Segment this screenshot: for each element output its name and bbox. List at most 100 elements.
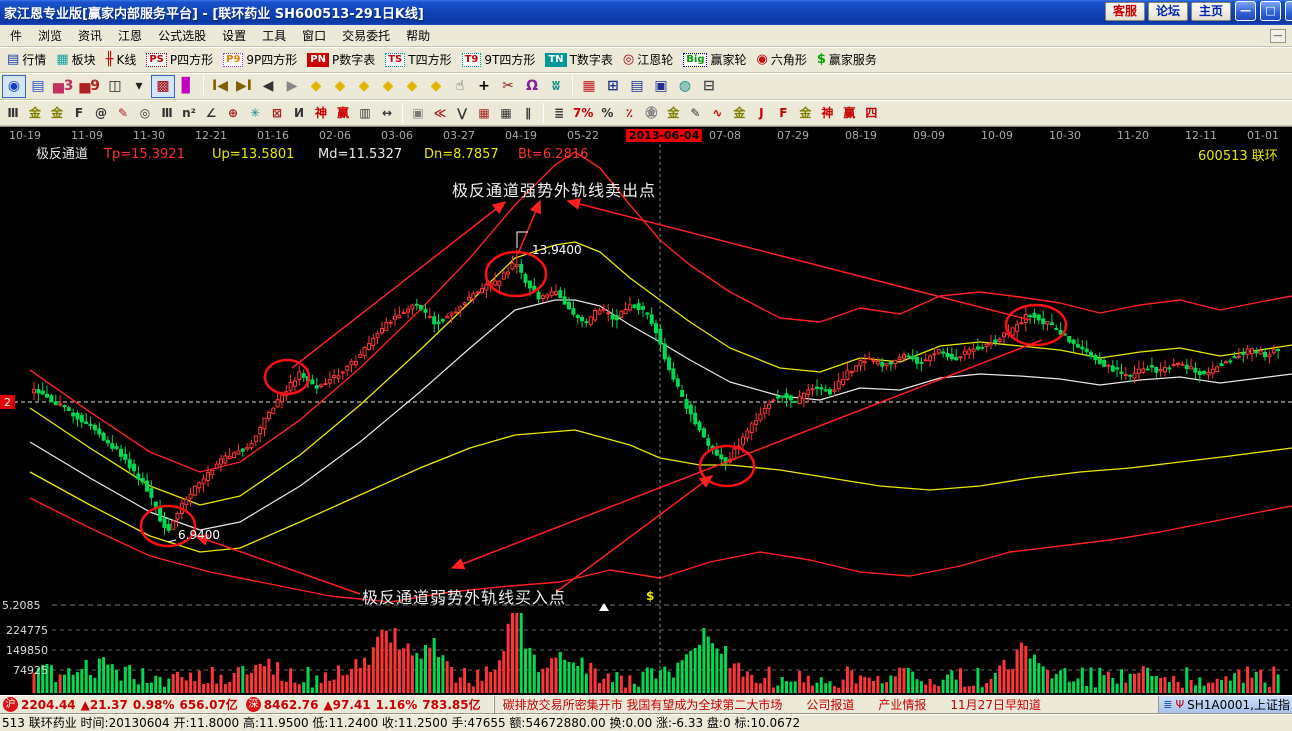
gann-wheel-button[interactable]: ◎ 江恩轮 xyxy=(618,49,678,71)
draw-tool-31-icon[interactable]: 金 xyxy=(667,106,680,120)
zoom-icon[interactable]: ◉ xyxy=(2,74,26,98)
9p-square-button[interactable]: P9 9P四方形 xyxy=(218,49,302,71)
draw-tool-20-icon[interactable]: ≪ xyxy=(433,105,447,120)
diamond-expand-icon[interactable]: ◆ xyxy=(430,78,442,94)
pattern-icon[interactable]: ▩ xyxy=(151,74,176,98)
draw-tool-28-icon[interactable]: % xyxy=(601,105,614,120)
save-icon[interactable]: ▣ xyxy=(654,78,668,94)
draw-tool-29-icon[interactable]: ٪ xyxy=(625,105,634,120)
9t-square-button[interactable]: T9 9T四方形 xyxy=(457,49,541,71)
draw-tool-32-icon[interactable]: ✎ xyxy=(690,105,701,120)
menu-item-1[interactable]: 浏览 xyxy=(38,29,63,43)
info-panel-icon[interactable]: ▤ xyxy=(31,78,45,94)
bars9-icon[interactable]: ▅9 xyxy=(79,78,101,94)
draw-tool-7-icon[interactable]: Ⅲ xyxy=(161,105,173,120)
draw-tool-9-icon[interactable]: ∠ xyxy=(205,105,217,120)
winner-service-button[interactable]: $ 赢家服务 xyxy=(812,49,882,71)
list-icon[interactable]: ≣ xyxy=(1163,698,1173,711)
winner-wheel-button[interactable]: Big 赢家轮 xyxy=(678,49,751,71)
draw-tool-1-icon[interactable]: 金 xyxy=(28,106,41,120)
menu-item-4[interactable]: 公式选股 xyxy=(158,29,207,43)
diamond-right-icon[interactable]: ◆ xyxy=(334,78,346,94)
draw-tool-38-icon[interactable]: 神 xyxy=(821,106,834,120)
diamond-left-icon[interactable]: ◆ xyxy=(310,78,322,94)
crosshair-icon[interactable]: + xyxy=(478,78,490,94)
last-page-icon[interactable]: ▶Ⅰ xyxy=(236,78,253,94)
forum-button[interactable]: 论坛 xyxy=(1147,1,1188,21)
draw-tool-2-icon[interactable]: 金 xyxy=(50,106,63,120)
menu-item-9[interactable]: 帮助 xyxy=(406,29,431,43)
draw-tool-37-icon[interactable]: 金 xyxy=(799,106,812,120)
draw-tool-17-icon[interactable]: ↔ xyxy=(381,105,393,120)
draw-tool-21-icon[interactable]: ⋁ xyxy=(456,105,468,120)
quotes-button[interactable]: ▤ 行情 xyxy=(2,49,51,71)
kline-button[interactable]: ╫ K线 xyxy=(101,49,142,71)
minimize-button[interactable]: — xyxy=(1235,1,1256,21)
draw-tool-16-icon[interactable]: ▥ xyxy=(359,105,371,120)
tool-teal-icon[interactable]: ʬ xyxy=(551,78,561,94)
menu-item-5[interactable]: 设置 xyxy=(222,29,247,43)
calendar-icon[interactable]: ▦ xyxy=(582,78,596,94)
p-digit-table-button[interactable]: PN P数字表 xyxy=(302,49,380,71)
draw-tool-22-icon[interactable]: ▦ xyxy=(478,105,490,120)
draw-tool-26-icon[interactable]: ≣ xyxy=(553,105,565,120)
tool-purple-icon[interactable]: Ω xyxy=(526,78,538,94)
draw-tool-11-icon[interactable]: ✳ xyxy=(249,105,261,120)
menu-item-3[interactable]: 江恩 xyxy=(118,29,143,43)
candle-style-icon[interactable]: ◫ xyxy=(108,78,122,94)
kline-chart[interactable]: 2 极反通道 Tp=15.3921 Up=13.5801 Md=11.5327 Dn=8.… xyxy=(0,144,1292,695)
restore-button[interactable]: □ xyxy=(1260,1,1281,21)
draw-tool-39-icon[interactable]: 赢 xyxy=(843,106,856,120)
draw-tool-0-icon[interactable]: Ⅲ xyxy=(7,105,19,120)
draw-tool-8-icon[interactable]: n² xyxy=(182,105,196,120)
draw-tool-33-icon[interactable]: ∿ xyxy=(712,105,723,120)
news-ticker[interactable]: 碳排放交易所密集开市 我国有望成为全球第二大市场 公司报道 产业情报 11月27… xyxy=(493,696,1041,713)
printer-icon[interactable]: ⊟ xyxy=(703,78,715,94)
menu-item-8[interactable]: 交易委托 xyxy=(342,29,391,43)
candle-dropdown-icon[interactable]: ▾ xyxy=(135,78,143,94)
draw-tool-19-icon[interactable]: ▣ xyxy=(412,105,424,120)
draw-tool-24-icon[interactable]: ∥ xyxy=(525,105,531,120)
color-bars-icon[interactable]: ▊ xyxy=(181,78,193,94)
p-square-button[interactable]: PS P四方形 xyxy=(141,49,218,71)
menu-item-0[interactable]: 件 xyxy=(10,29,23,43)
draw-tool-23-icon[interactable]: ▦ xyxy=(500,105,512,120)
cut-icon[interactable]: ✂ xyxy=(502,78,514,94)
homepage-button[interactable]: 主页 xyxy=(1190,1,1231,21)
draw-tool-6-icon[interactable]: ◎ xyxy=(139,105,151,120)
menu-item-2[interactable]: 资讯 xyxy=(78,29,103,43)
close-button[interactable] xyxy=(1285,1,1292,21)
hand-icon[interactable]: ☝ xyxy=(455,78,465,94)
draw-tool-4-icon[interactable]: @ xyxy=(95,105,107,120)
t-digit-table-button[interactable]: TN T数字表 xyxy=(540,49,618,71)
draw-tool-27-icon[interactable]: 7% xyxy=(573,105,594,120)
prev-icon[interactable]: ◀ xyxy=(262,78,274,94)
draw-tool-14-icon[interactable]: 神 xyxy=(314,106,327,120)
diamond-h-icon[interactable]: ◆ xyxy=(358,78,370,94)
diamond-star-icon[interactable]: ◆ xyxy=(382,78,394,94)
sectors-button[interactable]: ▦ 板块 xyxy=(51,49,100,71)
hexagon-button[interactable]: ◉ 六角形 xyxy=(752,49,812,71)
draw-tool-36-icon[interactable]: F xyxy=(779,105,788,120)
first-page-icon[interactable]: Ⅰ◀ xyxy=(212,78,229,94)
draw-tool-30-icon[interactable]: ㊎ xyxy=(645,106,658,120)
menu-item-6[interactable]: 工具 xyxy=(262,29,287,43)
draw-tool-5-icon[interactable]: ✎ xyxy=(117,105,129,120)
draw-tool-34-icon[interactable]: 金 xyxy=(733,106,746,120)
draw-tool-40-icon[interactable]: 四 xyxy=(865,106,878,120)
draw-tool-12-icon[interactable]: ⊠ xyxy=(271,105,283,120)
date-axis[interactable]: 10-19 11-09 11-30 12-21 01-16 02-06 03-06 03-27… xyxy=(0,126,1292,144)
connection-panel[interactable]: ≣ Ψ SH1A0001,上证指 xyxy=(1158,696,1292,713)
calculator-icon[interactable]: ⊞ xyxy=(607,78,619,94)
next-icon[interactable]: ▶ xyxy=(286,78,298,94)
notes-icon[interactable]: ▤ xyxy=(630,78,644,94)
draw-tool-10-icon[interactable]: ⊕ xyxy=(227,105,239,120)
draw-tool-35-icon[interactable]: J xyxy=(759,105,764,120)
web-save-icon[interactable]: ◍ xyxy=(678,78,692,94)
customer-service-button[interactable]: 客服 xyxy=(1104,1,1145,21)
draw-tool-3-icon[interactable]: F xyxy=(74,105,84,120)
menu-item-7[interactable]: 窗口 xyxy=(302,29,327,43)
diamond-cross-icon[interactable]: ◆ xyxy=(406,78,418,94)
draw-tool-15-icon[interactable]: 赢 xyxy=(336,106,349,120)
chart-canvas[interactable]: 2 极反通道 Tp=15.3921 Up=13.5801 Md=11.5327 Dn=8.… xyxy=(0,144,1292,695)
